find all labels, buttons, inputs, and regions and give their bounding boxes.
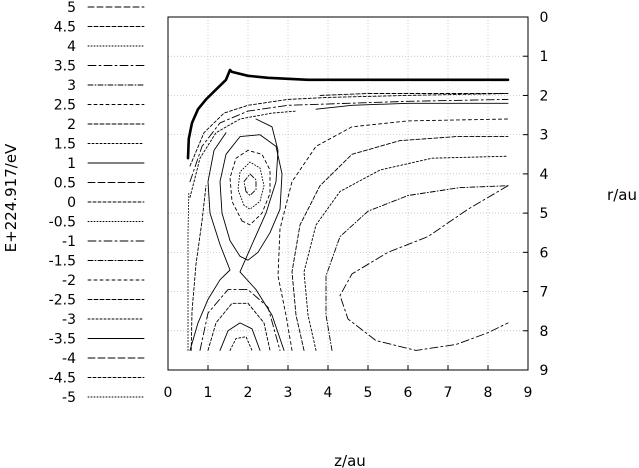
legend: 5 4.5 4 3.5 3 2.5 2 1.5 1 0.5 0 -0.5 -1 -1.5 -2 -2.5 -3 -… xyxy=(49,0,145,406)
legend-label: -2 xyxy=(62,273,76,289)
y-tick-labels: 0 1 2 3 4 5 6 7 8 9 xyxy=(523,10,549,379)
legend-label: -2.5 xyxy=(49,293,76,309)
y-tick-label: 3 xyxy=(540,128,549,144)
contour-line xyxy=(219,322,261,351)
x-tick-label: 8 xyxy=(484,385,493,401)
legend-label: 2.5 xyxy=(54,98,76,114)
contour-line xyxy=(186,68,510,160)
x-tick-labels: 0 1 2 3 4 5 6 7 8 9 xyxy=(164,365,533,401)
y-tick-label: 2 xyxy=(540,88,549,104)
legend-label: -4.5 xyxy=(49,371,76,387)
legend-label: 0 xyxy=(67,195,76,211)
x-tick-label: 4 xyxy=(324,385,333,401)
x-tick-label: 5 xyxy=(364,385,373,401)
x-tick-label: 3 xyxy=(284,385,293,401)
contour-line xyxy=(239,118,285,351)
contour-line xyxy=(229,149,271,226)
contour-line xyxy=(199,289,281,351)
legend-title: E+224.917/eV xyxy=(2,143,20,252)
y-tick-label: 0 xyxy=(540,10,549,26)
legend-label: 3 xyxy=(67,78,76,94)
contour-line xyxy=(229,336,253,351)
legend-label: -3.5 xyxy=(49,332,76,348)
contour-line xyxy=(219,134,283,261)
legend-label: -1.5 xyxy=(49,254,76,270)
y-tick-label: 1 xyxy=(540,49,549,65)
legend-label: 5 xyxy=(67,0,76,16)
legend-label: 4 xyxy=(67,39,76,55)
y-tick-label: 8 xyxy=(540,324,549,340)
legend-label: 4.5 xyxy=(54,20,76,36)
y-tick-label: 4 xyxy=(540,167,549,183)
legend-label: 1 xyxy=(67,156,76,172)
legend-label: 1.5 xyxy=(54,137,76,153)
contour-line xyxy=(189,98,509,183)
contour-line xyxy=(189,93,509,167)
legend-label: 3.5 xyxy=(54,59,76,75)
x-tick-label: 1 xyxy=(204,385,213,401)
legend-label: -5 xyxy=(62,390,76,406)
x-tick-label: 9 xyxy=(524,385,533,401)
contour-line xyxy=(189,132,231,351)
contour-line xyxy=(291,136,509,351)
x-tick-label: 0 xyxy=(164,385,173,401)
x-tick-label: 7 xyxy=(444,385,453,401)
contour-lines xyxy=(186,68,510,351)
y-axis-title-right: r/au xyxy=(607,186,637,204)
contour-line xyxy=(237,161,265,210)
contour-line xyxy=(325,185,509,351)
legend-label: -0.5 xyxy=(49,215,76,231)
legend-label: 0.5 xyxy=(54,176,76,192)
contour-line xyxy=(315,102,509,110)
contour-line xyxy=(243,173,257,196)
x-tick-label: 2 xyxy=(244,385,253,401)
y-tick-label: 6 xyxy=(540,245,549,261)
legend-label: -1 xyxy=(62,234,76,250)
y-tick-label: 7 xyxy=(540,285,549,301)
x-axis-title: z/au xyxy=(334,452,366,468)
plot-frame xyxy=(167,16,529,371)
x-tick-label: 6 xyxy=(404,385,413,401)
contour-line xyxy=(207,302,271,351)
contour-line xyxy=(190,185,207,351)
contour-line xyxy=(189,110,297,198)
contour-line xyxy=(319,93,509,96)
y-tick-label: 9 xyxy=(540,363,549,379)
contour-line xyxy=(187,193,190,351)
contour-line xyxy=(339,185,509,351)
y-tick-label: 5 xyxy=(540,206,549,222)
contour-line xyxy=(277,118,509,351)
legend-label: 2 xyxy=(67,117,76,133)
legend-label: -3 xyxy=(62,312,76,328)
legend-label: -4 xyxy=(62,351,76,367)
grid xyxy=(168,17,528,370)
contour-line xyxy=(303,155,509,351)
